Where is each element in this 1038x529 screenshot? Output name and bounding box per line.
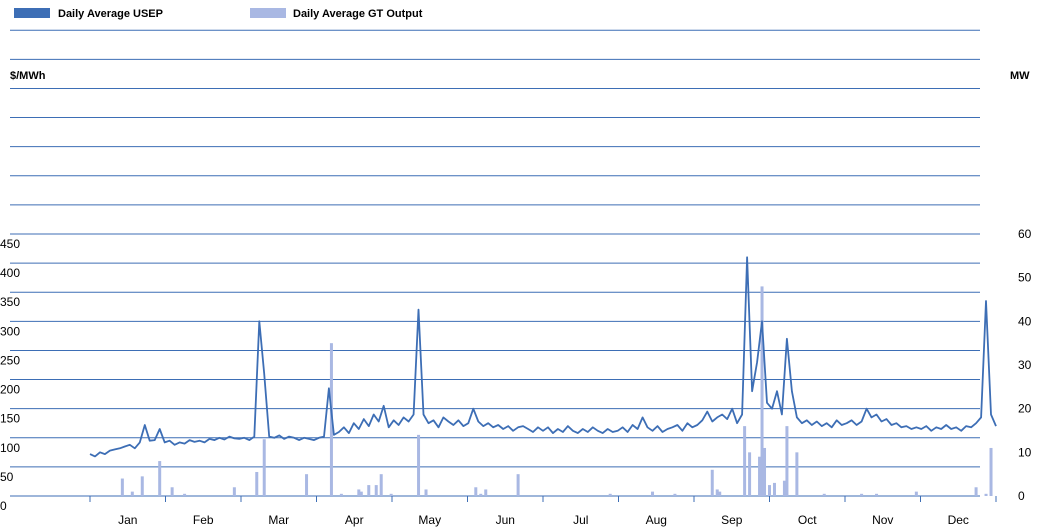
- bar: [984, 493, 988, 496]
- bar: [417, 434, 421, 496]
- legend-swatch: [14, 8, 50, 18]
- x-tick-label: Jul: [573, 513, 588, 527]
- y-tick-label: 150: [0, 412, 20, 426]
- x-tick-label: Dec: [948, 513, 969, 527]
- bar: [339, 493, 343, 496]
- y2-tick-label: 0: [1018, 489, 1025, 503]
- bar: [860, 493, 864, 496]
- y-tick-label: 50: [0, 470, 14, 484]
- legend-label: Daily Average USEP: [58, 8, 163, 20]
- bar: [170, 487, 174, 496]
- legend-swatch: [250, 8, 286, 18]
- bar: [359, 491, 363, 496]
- bar: [367, 485, 371, 496]
- bar: [232, 487, 236, 496]
- y-tick-label: 400: [0, 266, 20, 280]
- y2-tick-label: 10: [1018, 445, 1032, 459]
- x-tick-label: Apr: [345, 513, 364, 527]
- bar: [357, 489, 361, 496]
- x-tick-label: Aug: [646, 513, 667, 527]
- bar: [389, 493, 393, 496]
- bar: [914, 491, 918, 496]
- bar: [795, 452, 799, 496]
- bar: [782, 480, 786, 496]
- bar: [772, 482, 776, 496]
- bar: [743, 426, 747, 496]
- bar: [120, 478, 124, 496]
- bar: [760, 286, 764, 496]
- y2-tick-label: 20: [1018, 402, 1032, 416]
- bar: [474, 487, 478, 496]
- bar: [374, 485, 378, 496]
- bar: [651, 491, 655, 496]
- bar: [673, 493, 677, 496]
- y2-tick-label: 50: [1018, 271, 1032, 285]
- bar: [715, 489, 719, 496]
- bar: [718, 491, 722, 496]
- bar: [262, 439, 266, 496]
- y-axis-title: $/MWh: [10, 70, 46, 82]
- x-tick-label: Nov: [872, 513, 893, 527]
- y-tick-label: 300: [0, 324, 20, 338]
- bar: [158, 461, 162, 496]
- y2-tick-label: 60: [1018, 227, 1032, 241]
- bar: [768, 485, 771, 496]
- y-tick-label: 350: [0, 295, 20, 309]
- bar: [758, 456, 762, 496]
- x-tick-label: Sep: [721, 513, 743, 527]
- x-tick-label: Mar: [268, 513, 289, 527]
- bar: [875, 493, 879, 496]
- x-tick-label: Jun: [496, 513, 515, 527]
- bar: [822, 493, 826, 496]
- x-tick-label: May: [418, 513, 441, 527]
- x-tick-label: Feb: [193, 513, 214, 527]
- bar: [748, 452, 752, 496]
- bar: [183, 493, 187, 496]
- bar: [424, 489, 428, 496]
- line: [89, 256, 997, 458]
- y-tick-label: 200: [0, 383, 20, 397]
- bar: [710, 469, 714, 496]
- bar: [479, 493, 483, 496]
- y-tick-label: 100: [0, 441, 20, 455]
- bar: [989, 447, 993, 496]
- y-tick-label: 250: [0, 353, 20, 367]
- bar: [516, 474, 520, 496]
- y2-tick-label: 40: [1018, 314, 1032, 328]
- x-tick-label: Oct: [798, 513, 817, 527]
- y-tick-label: 450: [0, 237, 20, 251]
- bar: [763, 447, 767, 496]
- bar: [974, 487, 978, 496]
- x-tick-label: Jan: [118, 513, 137, 527]
- y-tick-label: 0: [0, 499, 7, 513]
- bar: [785, 426, 789, 496]
- y2-axis-title: MW: [1010, 70, 1030, 82]
- bar: [255, 471, 259, 496]
- bar: [305, 474, 309, 496]
- legend-label: Daily Average GT Output: [293, 8, 423, 20]
- bar: [608, 493, 612, 496]
- bar: [379, 474, 383, 496]
- bar: [140, 476, 144, 496]
- bar: [484, 489, 488, 496]
- y2-tick-label: 30: [1018, 358, 1032, 372]
- bar: [130, 491, 134, 496]
